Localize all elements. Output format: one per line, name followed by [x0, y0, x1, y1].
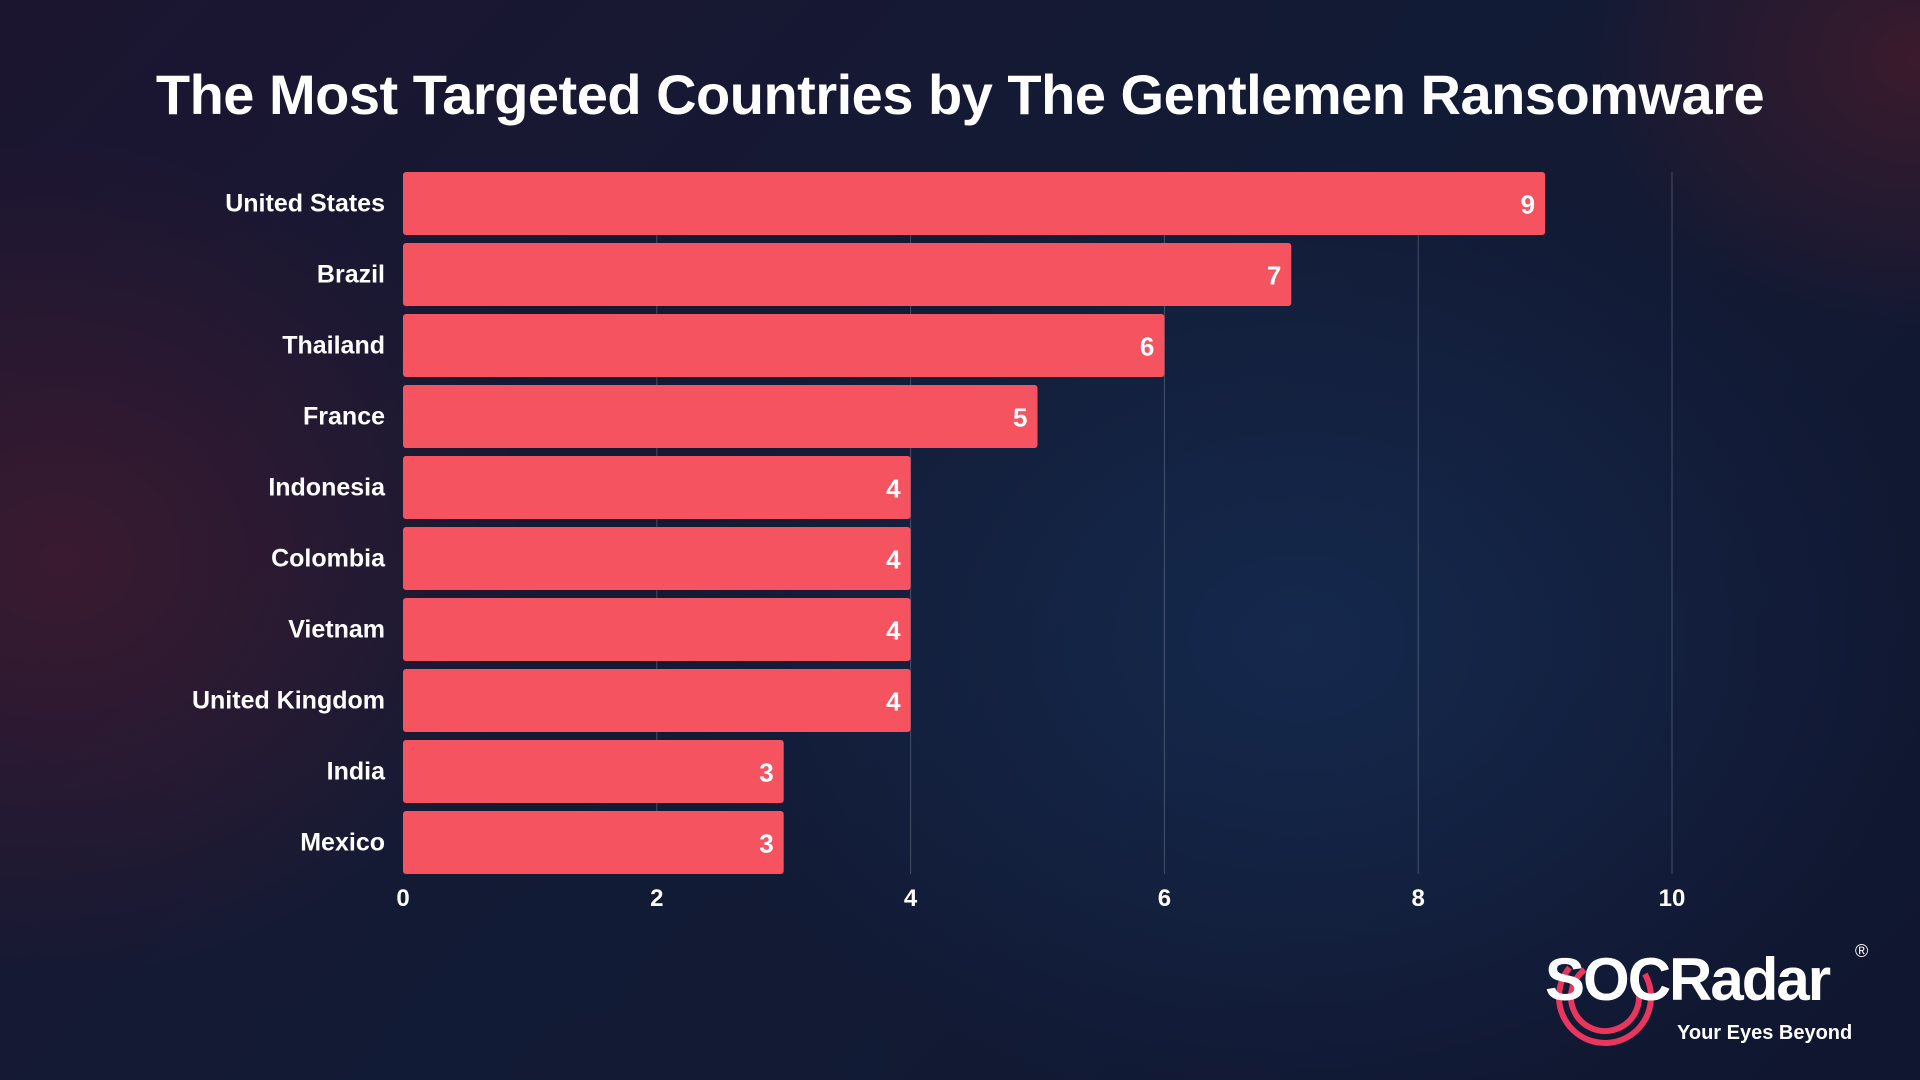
- bar: [403, 527, 911, 590]
- category-label: Colombia: [271, 545, 386, 573]
- chart-title: The Most Targeted Countries by The Gentl…: [155, 63, 1765, 126]
- bar: [403, 172, 1546, 235]
- category-label: United States: [225, 190, 385, 218]
- bar-value-label: 9: [1521, 190, 1535, 220]
- x-tick-label: 10: [1659, 885, 1686, 912]
- logo-wordmark: SOCRadar: [1545, 946, 1831, 1013]
- bar: [403, 314, 1165, 377]
- x-tick-label: 0: [396, 885, 409, 912]
- category-label: United Kingdom: [192, 687, 385, 715]
- bar-value-label: 3: [759, 758, 773, 788]
- x-tick-label: 6: [1158, 885, 1171, 912]
- bar: [403, 811, 784, 874]
- bar-value-label: 4: [886, 545, 901, 575]
- bar-value-label: 7: [1267, 261, 1281, 291]
- category-label: Brazil: [317, 261, 385, 289]
- bar: [403, 456, 911, 519]
- bar-value-label: 4: [886, 687, 901, 717]
- category-label: India: [327, 758, 386, 786]
- logo-tagline: Your Eyes Beyond: [1677, 1022, 1853, 1044]
- x-tick-label: 8: [1412, 885, 1425, 912]
- category-label: Indonesia: [268, 474, 386, 502]
- radar-rings-icon: [1556, 948, 1654, 1046]
- bar: [403, 243, 1292, 306]
- bar: [403, 385, 1038, 448]
- registered-mark: ®: [1855, 941, 1869, 961]
- x-tick-label: 4: [904, 885, 918, 912]
- category-label: Vietnam: [288, 616, 385, 644]
- bar: [403, 740, 784, 803]
- bar-value-label: 4: [886, 474, 901, 504]
- bar: [403, 598, 911, 661]
- category-label: Thailand: [282, 332, 385, 360]
- category-label: Mexico: [300, 829, 385, 857]
- bar-value-label: 5: [1013, 403, 1027, 433]
- bar-value-label: 6: [1140, 332, 1154, 362]
- bar: [403, 669, 911, 732]
- x-tick-label: 2: [650, 885, 663, 912]
- category-label: France: [303, 403, 385, 431]
- socradar-logo: SOCRadar ® Your Eyes Beyond: [1535, 941, 1875, 1055]
- bar-value-label: 3: [759, 829, 773, 859]
- bar-value-label: 4: [886, 616, 901, 646]
